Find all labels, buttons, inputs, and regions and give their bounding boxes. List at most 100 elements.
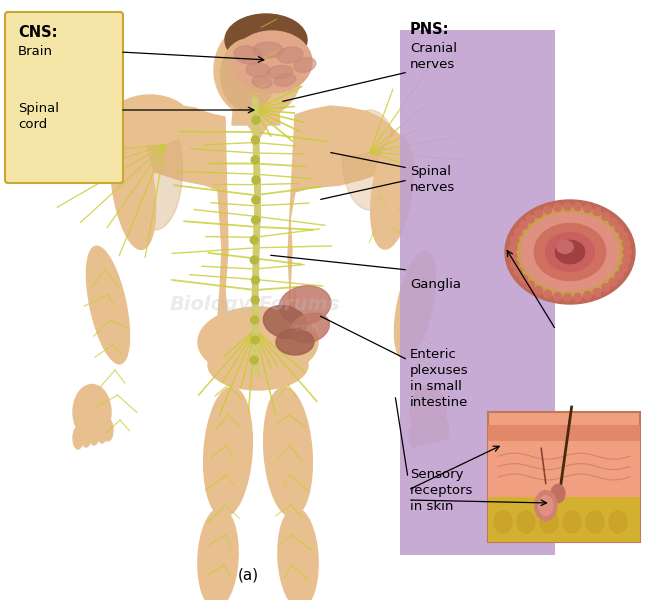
Ellipse shape	[513, 206, 627, 298]
Ellipse shape	[540, 511, 558, 533]
Circle shape	[535, 286, 542, 294]
Bar	[400, 30, 555, 555]
Circle shape	[544, 206, 551, 214]
Ellipse shape	[214, 22, 302, 118]
Ellipse shape	[555, 240, 584, 263]
Ellipse shape	[225, 14, 307, 66]
Circle shape	[511, 260, 519, 268]
Text: (a): (a)	[237, 567, 259, 582]
Circle shape	[623, 248, 631, 256]
Polygon shape	[210, 290, 295, 377]
Circle shape	[563, 294, 572, 302]
Circle shape	[622, 240, 631, 248]
Circle shape	[573, 203, 582, 211]
Circle shape	[509, 252, 517, 260]
Ellipse shape	[279, 286, 331, 324]
Ellipse shape	[267, 65, 293, 79]
Circle shape	[251, 296, 260, 304]
Ellipse shape	[343, 110, 397, 210]
Text: Enteric
plexuses
in small
intestine: Enteric plexuses in small intestine	[410, 348, 469, 409]
Circle shape	[526, 215, 535, 223]
Circle shape	[520, 275, 527, 283]
Circle shape	[553, 293, 561, 301]
Ellipse shape	[128, 110, 183, 230]
Circle shape	[251, 256, 259, 264]
Circle shape	[251, 136, 259, 144]
Circle shape	[526, 281, 535, 289]
Ellipse shape	[425, 422, 435, 444]
Ellipse shape	[586, 511, 604, 533]
Circle shape	[251, 156, 259, 164]
Circle shape	[593, 288, 601, 296]
Ellipse shape	[609, 511, 627, 533]
Ellipse shape	[294, 58, 316, 73]
Ellipse shape	[276, 329, 314, 355]
Circle shape	[615, 271, 623, 280]
Circle shape	[544, 290, 551, 298]
Ellipse shape	[395, 251, 435, 359]
Ellipse shape	[290, 313, 329, 343]
Text: Spinal
cord: Spinal cord	[18, 102, 59, 131]
FancyBboxPatch shape	[5, 12, 123, 183]
Ellipse shape	[557, 241, 573, 253]
Ellipse shape	[73, 385, 111, 439]
Circle shape	[250, 216, 258, 224]
Ellipse shape	[198, 508, 238, 600]
Ellipse shape	[433, 420, 443, 442]
Circle shape	[609, 218, 617, 226]
Text: Spinal
nerves: Spinal nerves	[410, 165, 456, 194]
Circle shape	[573, 293, 582, 301]
Ellipse shape	[546, 232, 594, 271]
Ellipse shape	[534, 223, 606, 281]
Circle shape	[622, 256, 631, 264]
Circle shape	[252, 176, 260, 184]
Ellipse shape	[563, 511, 581, 533]
Text: Sensory
receptors
in skin: Sensory receptors in skin	[410, 468, 474, 513]
Ellipse shape	[494, 511, 512, 533]
Bar	[488, 440, 640, 497]
Ellipse shape	[220, 39, 275, 111]
Circle shape	[515, 228, 522, 236]
Circle shape	[584, 205, 592, 212]
Text: Biology-Forums: Biology-Forums	[170, 295, 340, 314]
Circle shape	[563, 202, 572, 210]
Circle shape	[593, 208, 601, 216]
Ellipse shape	[300, 109, 390, 154]
Ellipse shape	[253, 42, 283, 58]
Ellipse shape	[252, 76, 272, 88]
Circle shape	[252, 316, 260, 324]
Text: Ganglia: Ganglia	[410, 278, 461, 291]
Circle shape	[251, 116, 259, 124]
Ellipse shape	[86, 246, 130, 364]
Ellipse shape	[81, 425, 91, 447]
Circle shape	[509, 244, 517, 252]
Ellipse shape	[110, 95, 190, 145]
Circle shape	[511, 236, 519, 244]
Circle shape	[619, 264, 627, 272]
Polygon shape	[232, 95, 280, 140]
Ellipse shape	[203, 387, 252, 517]
Circle shape	[615, 224, 623, 233]
Ellipse shape	[208, 340, 308, 390]
Ellipse shape	[234, 46, 262, 64]
Text: CNS:: CNS:	[18, 25, 58, 40]
Ellipse shape	[277, 47, 303, 63]
Ellipse shape	[103, 419, 113, 441]
Circle shape	[601, 284, 610, 292]
Ellipse shape	[264, 387, 312, 517]
Ellipse shape	[371, 135, 413, 249]
Circle shape	[623, 248, 631, 256]
Ellipse shape	[538, 496, 553, 515]
Ellipse shape	[410, 386, 446, 438]
Circle shape	[601, 212, 610, 220]
Ellipse shape	[439, 418, 449, 440]
Ellipse shape	[73, 427, 83, 449]
Text: PNS:: PNS:	[410, 22, 450, 37]
Ellipse shape	[97, 421, 107, 443]
Ellipse shape	[198, 307, 318, 377]
Circle shape	[535, 210, 542, 218]
Polygon shape	[128, 105, 405, 362]
Bar	[488, 412, 640, 542]
Ellipse shape	[110, 121, 156, 250]
Ellipse shape	[551, 485, 565, 503]
